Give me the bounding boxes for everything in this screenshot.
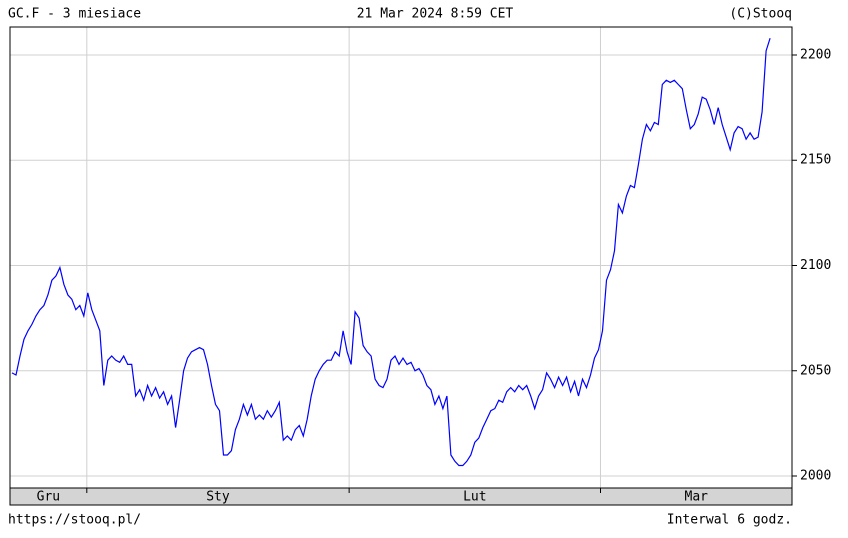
chart-title: GC.F - 3 miesiace [8,7,141,22]
y-tick-label: 2200 [800,47,831,62]
x-month-label: Mar [685,490,709,505]
x-month-label: Sty [206,490,230,505]
x-month-label: Gru [37,490,60,505]
x-axis-band [9,487,793,506]
price-line [11,38,771,467]
y-tick-label: 2000 [800,469,831,484]
plot-frame [9,26,793,489]
y-tick-label: 2100 [800,258,831,273]
chart-date: 21 Mar 2024 8:59 CET [357,7,514,22]
y-tick-label: 2050 [800,363,831,378]
x-month-label: Lut [463,490,486,505]
y-tick-label: 2150 [800,153,831,168]
source: https://stooq.pl/ [8,513,141,528]
credit: (C)Stooq [729,7,792,22]
interval-note: Interwal 6 godz. [667,513,792,528]
